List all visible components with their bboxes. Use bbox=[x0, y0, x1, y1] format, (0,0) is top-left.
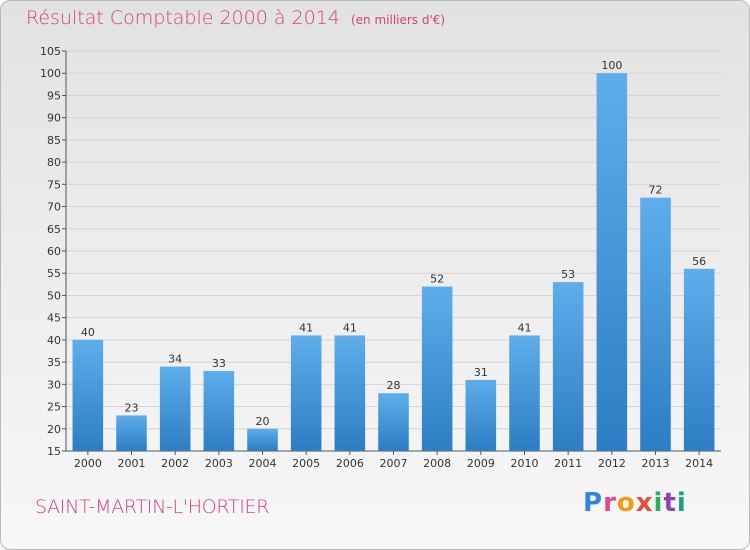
data-label-2007: 28 bbox=[387, 379, 401, 392]
logo-letter: P bbox=[583, 488, 604, 518]
x-tick-label-2004: 2004 bbox=[249, 457, 277, 470]
y-tick-label: 75 bbox=[47, 178, 61, 191]
logo-letter: r bbox=[603, 488, 617, 518]
bar-2002 bbox=[159, 366, 191, 451]
data-label-2002: 34 bbox=[168, 353, 182, 366]
x-tick-label-2000: 2000 bbox=[74, 457, 102, 470]
bar-2010 bbox=[509, 335, 540, 451]
x-tick-label-2013: 2013 bbox=[642, 457, 670, 470]
data-label-2003: 33 bbox=[212, 357, 226, 370]
y-tick-label: 70 bbox=[47, 201, 61, 214]
logo-letter: x bbox=[635, 488, 654, 518]
data-label-2014: 56 bbox=[692, 255, 706, 268]
labels: 15 20 25 30 35 40 45 50 55 60 65 70 75 80 85 90 95 100 105… bbox=[40, 45, 713, 470]
x-tick-label-2001: 2001 bbox=[118, 457, 146, 470]
y-tick-label: 100 bbox=[40, 67, 61, 80]
data-label-2001: 23 bbox=[125, 401, 139, 414]
logo-letter: o bbox=[616, 488, 636, 518]
x-tick-label-2010: 2010 bbox=[511, 457, 539, 470]
y-tick-label: 60 bbox=[47, 245, 61, 258]
y-tick-label: 20 bbox=[47, 423, 61, 436]
chart-title: Résultat Comptable 2000 à 2014 (en milli… bbox=[26, 7, 445, 29]
logo-letter: i bbox=[676, 488, 687, 518]
bar-2007 bbox=[378, 393, 409, 451]
x-tick-label-2008: 2008 bbox=[423, 457, 451, 470]
bar-2014 bbox=[683, 268, 715, 451]
data-label-2009: 31 bbox=[474, 366, 488, 379]
bar-2006 bbox=[334, 335, 366, 451]
bars bbox=[72, 73, 715, 451]
y-tick-label: 45 bbox=[47, 312, 61, 325]
y-tick-label: 15 bbox=[47, 445, 61, 458]
x-tick-label-2007: 2007 bbox=[380, 457, 408, 470]
x-tick-label-2014: 2014 bbox=[685, 457, 713, 470]
bar-2012 bbox=[596, 73, 628, 451]
commune-name: SAINT-MARTIN-L'HORTIER bbox=[35, 496, 270, 518]
data-label-2005: 41 bbox=[299, 321, 313, 334]
bar-2009 bbox=[465, 379, 497, 451]
data-label-2006: 41 bbox=[343, 321, 357, 334]
y-tick-label: 35 bbox=[47, 356, 61, 369]
x-tick-label-2006: 2006 bbox=[336, 457, 364, 470]
bar-2003 bbox=[203, 371, 235, 451]
bar-2004 bbox=[247, 428, 278, 451]
x-tick-label-2002: 2002 bbox=[161, 457, 189, 470]
data-label-2008: 52 bbox=[430, 273, 444, 286]
x-tick-label-2003: 2003 bbox=[205, 457, 233, 470]
x-tick-label-2005: 2005 bbox=[292, 457, 320, 470]
chart-title-unit: (en milliers d'€) bbox=[350, 13, 446, 27]
bar-2013 bbox=[640, 197, 671, 451]
bar-2011 bbox=[552, 282, 584, 451]
data-label-2000: 40 bbox=[81, 326, 95, 339]
bar-2005 bbox=[290, 335, 322, 451]
y-tick-label: 105 bbox=[40, 45, 61, 58]
bar-2008 bbox=[421, 286, 453, 451]
data-label-2010: 41 bbox=[518, 321, 532, 334]
y-tick-label: 25 bbox=[47, 401, 61, 414]
x-tick-label-2012: 2012 bbox=[598, 457, 626, 470]
y-tick-label: 40 bbox=[47, 334, 61, 347]
y-tick-label: 80 bbox=[47, 156, 61, 169]
chart-title-main: Résultat Comptable 2000 à 2014 bbox=[26, 7, 340, 29]
data-label-2011: 53 bbox=[561, 268, 575, 281]
x-tick-label-2009: 2009 bbox=[467, 457, 495, 470]
data-label-2013: 72 bbox=[649, 184, 663, 197]
proxiti-logo: Proxiti bbox=[583, 488, 687, 518]
bar-2001 bbox=[116, 415, 147, 451]
bar-2000 bbox=[72, 339, 104, 451]
y-tick-label: 90 bbox=[47, 112, 61, 125]
data-label-2004: 20 bbox=[256, 415, 270, 428]
y-tick-label: 85 bbox=[47, 134, 61, 147]
data-label-2012: 100 bbox=[601, 59, 622, 72]
x-tick-label-2011: 2011 bbox=[554, 457, 582, 470]
y-tick-label: 50 bbox=[47, 289, 61, 302]
y-tick-label: 95 bbox=[47, 89, 61, 102]
logo-letter: t bbox=[663, 488, 677, 518]
y-tick-label: 65 bbox=[47, 223, 61, 236]
y-tick-label: 55 bbox=[47, 267, 61, 280]
y-tick-label: 30 bbox=[47, 378, 61, 391]
logo-letter: i bbox=[653, 488, 664, 518]
